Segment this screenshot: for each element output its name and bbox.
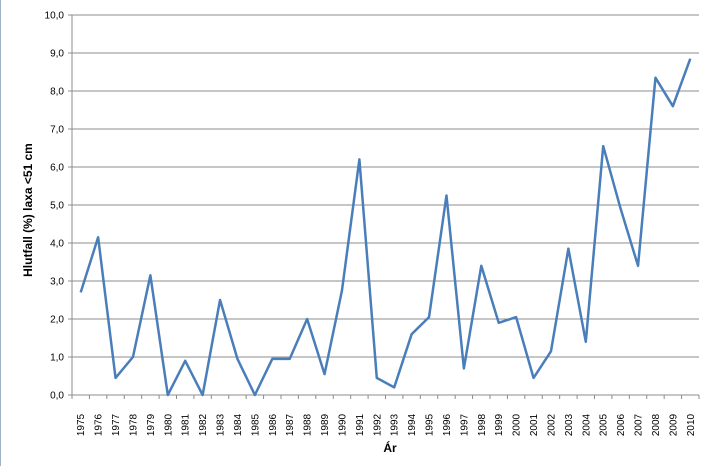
x-axis-title: Ár	[383, 440, 397, 455]
series-line	[79, 58, 692, 397]
gridlines	[68, 14, 699, 396]
x-tick-label: 2001	[529, 413, 540, 436]
x-tick-label: 1984	[233, 413, 244, 436]
x-tick-label: 2008	[651, 413, 662, 436]
x-tick-label: 1979	[146, 413, 157, 436]
x-tick-label: 1991	[355, 413, 366, 436]
x-tick-label: 1994	[407, 413, 418, 436]
x-tick-label: 1997	[459, 413, 470, 436]
y-tick-label: 0,0	[50, 391, 64, 402]
x-tick-label: 1983	[216, 413, 227, 436]
y-tick-label: 10,0	[45, 11, 65, 22]
x-tick-label: 2002	[546, 413, 557, 436]
y-tick-label: 7,0	[50, 125, 64, 136]
y-tick-labels: 0,0 1,0 2,0 3,0 4,0 5,0 6,0 7,0 8,0 9,0 10,0	[45, 11, 65, 402]
x-tick-label: 1992	[372, 413, 383, 436]
x-tick-label: 1989	[320, 413, 331, 436]
x-tick-label: 2000	[512, 413, 523, 436]
x-tick-label: 1978	[128, 413, 139, 436]
x-tick-label: 1988	[303, 413, 314, 436]
x-tick-label: 1976	[94, 413, 105, 436]
x-tick-label: 1985	[250, 413, 261, 436]
x-tick-label: 1980	[163, 413, 174, 436]
x-tick-label: 1987	[285, 413, 296, 436]
series	[79, 58, 692, 397]
x-tick-label: 1982	[198, 413, 209, 436]
y-tick-label: 6,0	[50, 163, 64, 174]
y-tick-label: 2,0	[50, 315, 64, 326]
y-tick-label: 8,0	[50, 87, 64, 98]
x-tick-label: 2003	[564, 413, 575, 436]
x-tick-label: 2005	[599, 413, 610, 436]
x-tick-label: 2007	[634, 413, 645, 436]
x-tick-label: 1977	[111, 413, 122, 436]
x-tick-label: 1993	[390, 413, 401, 436]
x-tick-label: 2004	[581, 413, 592, 436]
x-tick-label: 1986	[268, 413, 279, 436]
x-tick-label: 1995	[425, 413, 436, 436]
y-tick-label: 4,0	[50, 239, 64, 250]
x-tick-labels: 1975 1976 1977 1978 1979 1980 1981 1982 1983 1984…	[71, 395, 700, 436]
x-tick-label: 1981	[181, 413, 192, 436]
y-tick-label: 3,0	[50, 277, 64, 288]
y-tick-label: 1,0	[50, 353, 64, 364]
x-tick-label: 1990	[337, 413, 348, 436]
x-tick-label: 1998	[477, 413, 488, 436]
y-tick-label: 9,0	[50, 49, 64, 60]
axes	[71, 15, 699, 396]
x-tick-label: 1975	[76, 413, 87, 436]
y-axis-title: Hlutfall (%) laxa <51 cm	[21, 143, 35, 277]
x-tick-label: 2006	[616, 413, 627, 436]
x-tick-label: 1996	[442, 413, 453, 436]
x-tick-label: 2010	[686, 413, 697, 436]
x-tick-label: 2009	[668, 413, 679, 436]
y-tick-label: 5,0	[50, 201, 64, 212]
x-tick-label: 1999	[494, 413, 505, 436]
